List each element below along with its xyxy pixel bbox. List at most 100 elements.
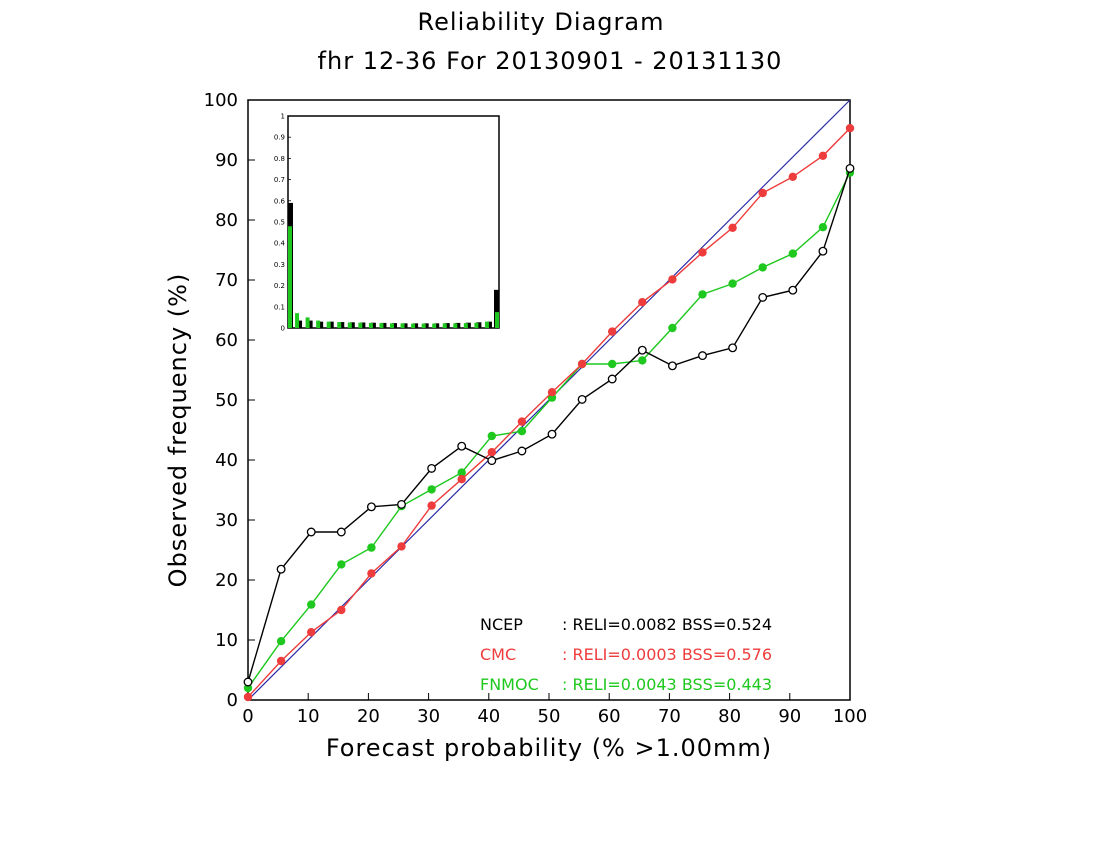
data-point-cmc: [487, 448, 497, 457]
inset-bar-fnmoc: [474, 322, 479, 328]
data-point-ncep: [845, 163, 855, 173]
y-tick-label: 100: [204, 90, 238, 111]
inset-bar-fnmoc: [421, 323, 426, 328]
inset-bar-ncep: [455, 322, 461, 328]
inset-bar-ncep: [349, 322, 355, 328]
x-axis-label: Forecast probability (% >1.00mm): [326, 734, 772, 762]
inset-y-tick-label: 0.1: [274, 303, 285, 311]
legend-stats-fnmoc: : RELI=0.0043 BSS=0.443: [562, 675, 772, 694]
data-point-fnmoc: [758, 263, 767, 272]
data-point-cmc: [758, 188, 767, 198]
legend-name-ncep: NCEP: [480, 615, 523, 634]
inset-bar-fnmoc: [453, 323, 458, 328]
inset-bar-fnmoc: [337, 322, 342, 328]
inset-y-tick-label: 0.6: [274, 197, 286, 205]
data-point-ncep: [818, 246, 828, 256]
inset-bar-fnmoc: [379, 323, 384, 328]
inset-bar-ncep: [370, 322, 376, 328]
data-point-ncep: [336, 527, 346, 537]
inset-bar-fnmoc: [442, 323, 447, 328]
data-point-ncep: [788, 285, 798, 295]
data-point-cmc: [307, 628, 316, 637]
inset-bar-ncep: [392, 323, 397, 328]
data-point-ncep: [758, 292, 768, 302]
inset-bar-fnmoc: [463, 323, 468, 328]
data-point-cmc: [427, 501, 436, 510]
inset-bar-fnmoc: [326, 321, 331, 328]
data-point-cmc: [788, 172, 798, 181]
data-point-fnmoc: [638, 356, 647, 365]
data-point-ncep: [427, 463, 437, 473]
data-point-fnmoc: [307, 600, 316, 609]
data-point-cmc: [337, 605, 346, 615]
data-point-fnmoc: [337, 560, 346, 569]
x-tick-label: 100: [833, 706, 867, 727]
data-point-cmc: [457, 475, 466, 484]
inset-y-tick-label: 0.2: [274, 282, 285, 290]
inset-y-tick-label: 0.7: [274, 176, 285, 184]
legend-name-fnmoc: FNMOC: [480, 675, 539, 694]
legend-stats-ncep: : RELI=0.0082 BSS=0.524: [562, 615, 772, 634]
data-point-cmc: [517, 417, 527, 426]
data-point-ncep: [243, 677, 253, 687]
data-point-ncep: [487, 456, 497, 466]
inset-bar-ncep: [307, 320, 313, 328]
inset-bar-ncep: [360, 322, 366, 328]
y-tick-label: 30: [215, 510, 238, 531]
data-point-cmc: [367, 569, 376, 578]
data-point-ncep: [457, 441, 467, 451]
inset-bar-ncep: [465, 322, 471, 328]
inset-bar-ncep: [494, 289, 499, 328]
data-point-ncep: [577, 394, 587, 404]
inset-bar-fnmoc: [295, 313, 300, 328]
x-tick-label: 30: [417, 706, 440, 727]
chart-subtitle: fhr 12-36 For 20130901 - 20131130: [318, 47, 783, 75]
inset-bar-fnmoc: [432, 323, 437, 328]
y-tick-label: 20: [215, 570, 238, 591]
data-point-fnmoc: [367, 543, 376, 552]
chart-title: Reliability Diagram: [418, 8, 665, 36]
y-tick-label: 60: [215, 330, 238, 351]
x-tick-label: 90: [778, 706, 801, 727]
inset-bar-ncep: [297, 320, 303, 328]
data-point-ncep: [547, 429, 557, 439]
data-point-ncep: [728, 343, 738, 353]
inset-bar-fnmoc: [368, 322, 373, 328]
inset-bar-fnmoc: [495, 312, 499, 328]
data-point-ncep: [637, 345, 647, 355]
inset-bar-ncep: [402, 323, 408, 328]
data-point-ncep: [306, 527, 316, 537]
inset-bar-fnmoc: [484, 321, 489, 328]
data-point-fnmoc: [276, 637, 286, 646]
data-point-ncep: [366, 502, 376, 512]
data-point-fnmoc: [788, 249, 798, 258]
inset-bar-fnmoc: [347, 322, 352, 328]
data-point-ncep: [517, 446, 527, 456]
y-axis-label: Observed frequency (%): [164, 273, 192, 588]
data-point-ncep: [397, 499, 406, 509]
x-tick-label: 10: [297, 706, 320, 727]
data-point-cmc: [547, 388, 557, 397]
data-point-fnmoc: [818, 223, 828, 232]
inset-bar-ncep: [413, 323, 419, 328]
data-point-cmc: [818, 151, 828, 160]
data-point-fnmoc: [608, 359, 617, 369]
data-point-fnmoc: [517, 427, 527, 436]
inset-bar-ncep: [318, 321, 324, 328]
data-point-fnmoc: [698, 290, 707, 299]
data-point-cmc: [668, 275, 677, 284]
inset-y-tick-label: 0.4: [274, 240, 286, 248]
data-point-fnmoc: [728, 279, 737, 288]
plot-area: 0 10 20 30 40 50 60 70 80 90 100010203040506070809…: [204, 90, 868, 727]
inset-bar-fnmoc: [411, 323, 416, 328]
inset-bar-ncep: [423, 323, 429, 328]
x-tick-label: 60: [598, 706, 621, 727]
y-tick-label: 50: [215, 390, 238, 411]
data-point-cmc: [608, 327, 617, 336]
y-tick-label: 90: [215, 150, 238, 171]
x-tick-label: 40: [477, 706, 500, 727]
y-tick-label: 70: [215, 270, 238, 291]
x-tick-label: 20: [357, 706, 380, 727]
inset-y-tick-label: 0.5: [274, 219, 285, 227]
